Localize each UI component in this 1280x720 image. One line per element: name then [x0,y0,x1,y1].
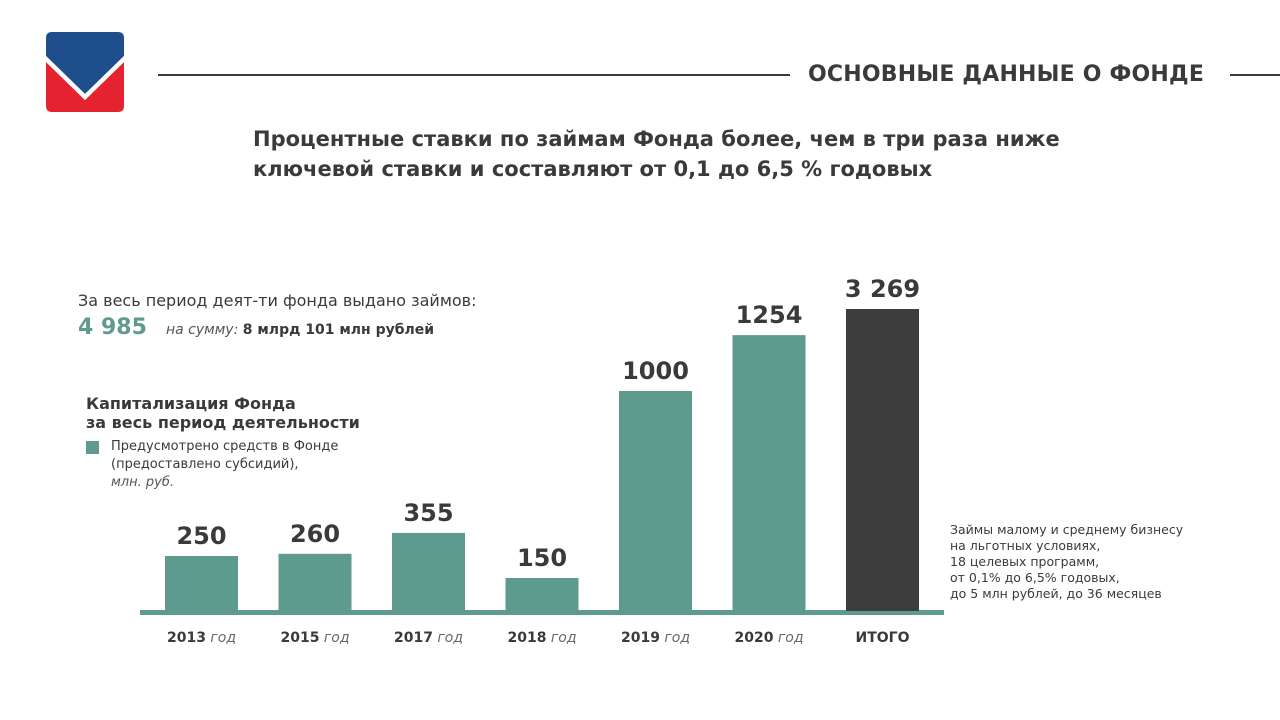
bar-итого [846,309,919,611]
category-label: 2017 год [394,630,463,646]
bar-2019 [619,391,692,611]
headline: Процентные ставки по займам Фонда более,… [253,124,1133,184]
note-line-4: от 0,1% до 6,5% годовых, [950,570,1120,585]
loans-title: За весь период деят-ти фонда выдано займ… [78,291,477,310]
fund-logo [46,32,124,112]
value-label: 250 [176,522,226,550]
header-rule-right [1230,74,1280,76]
note-line-1: Займы малому и среднему бизнесу [950,522,1184,537]
bar-2020 [732,335,806,611]
bar-2015 [278,553,352,611]
legend-text: Предусмотрено средств в Фонде (предостав… [111,438,338,492]
category-suffix: год [660,630,690,646]
category-label: ИТОГО [856,630,910,646]
section-title: ОСНОВНЫЕ ДАННЫЕ О ФОНДЕ [808,62,1205,87]
category-label: 2015 год [280,630,349,646]
value-label: 3 269 [845,275,920,303]
loans-sum-label: на сумму: [166,322,239,338]
category-suffix: год [546,630,576,646]
category-suffix: год [206,630,236,646]
capitalization-title-line-2: за весь период деятельности [86,413,360,432]
header-rule-left [158,74,790,76]
loans-sum: на сумму: 8 млрд 101 млн рублей [166,322,434,338]
capitalization-title: Капитализация Фонда за весь период деяте… [86,394,360,432]
value-label: 150 [517,544,567,572]
category-suffix: год [773,630,803,646]
bar-2013 [165,556,238,611]
legend-swatch [86,441,99,454]
category-suffix: год [319,630,349,646]
category-label: 2019 год [621,630,690,646]
conditions-note: Займы малому и среднему бизнесу на льгот… [950,522,1183,602]
bar-2017 [392,532,465,611]
value-label: 260 [290,520,340,548]
value-label: 1254 [736,301,803,329]
chart-baseline [140,610,944,615]
note-line-3: 18 целевых программ, [950,554,1100,569]
category-label: 2018 год [507,630,576,646]
category-suffix: год [433,630,463,646]
headline-line-2: ключевой ставки и составляют от 0,1 до 6… [253,157,933,181]
legend-line-1: Предусмотрено средств в Фонде [111,439,339,454]
note-line-5: до 5 млн рублей, до 36 месяцев [950,586,1162,601]
note-line-2: на льготных условиях, [950,538,1101,553]
legend-line-2-text: (предоставлено субсидий), [111,457,299,472]
headline-line-1: Процентные ставки по займам Фонда более,… [253,127,1060,151]
value-label: 1000 [622,357,689,385]
loans-count: 4 985 [78,315,147,340]
capitalization-title-line-1: Капитализация Фонда [86,394,296,413]
category-label: 2013 год [167,630,236,646]
legend-line-2: (предоставлено субсидий), млн. руб. [111,456,338,492]
bar-2018 [505,578,579,611]
loans-sum-value: 8 млрд 101 млн рублей [242,322,435,338]
legend-unit: млн. руб. [111,475,174,490]
category-label: 2020 год [734,630,803,646]
value-label: 355 [403,499,453,527]
